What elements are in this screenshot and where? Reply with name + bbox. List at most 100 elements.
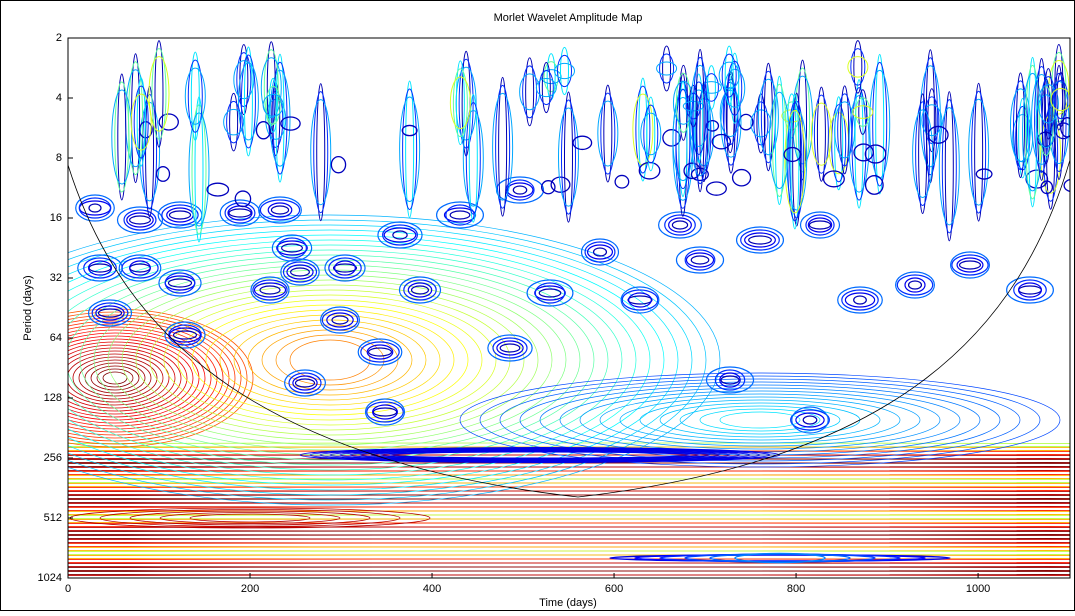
- contour-line: [435, 201, 485, 229]
- contour-line: [557, 107, 579, 207]
- contour-line: [719, 372, 741, 388]
- contour-line: [834, 96, 844, 191]
- contour-line: [748, 235, 772, 245]
- contour-line: [506, 182, 534, 198]
- contour-line: [320, 306, 360, 334]
- contour-line: [253, 282, 287, 298]
- contour-line: [1037, 57, 1047, 181]
- contour-line: [538, 70, 554, 106]
- contour-line: [265, 85, 281, 125]
- contour-line: [628, 292, 652, 308]
- contour-line: [526, 279, 574, 307]
- contour-line: [382, 224, 418, 246]
- contour-line: [280, 116, 301, 131]
- contour-line: [68, 314, 242, 442]
- contour-line: [816, 86, 826, 182]
- contour-line: [330, 155, 347, 174]
- contour-line: [88, 203, 102, 213]
- chart-title: Morlet Wavelet Amplitude Map: [494, 12, 643, 24]
- contour-line: [791, 406, 829, 434]
- y-tick-label: 256: [44, 452, 62, 464]
- contour-line: [133, 85, 149, 159]
- contour-line: [68, 254, 609, 466]
- contour-line: [479, 375, 1041, 465]
- contour-line: [915, 101, 931, 206]
- contour-line: [724, 45, 734, 106]
- contour-line: [158, 113, 179, 131]
- contour-line: [154, 40, 164, 148]
- contour-line: [191, 304, 469, 416]
- contour-line: [276, 240, 308, 256]
- contour-line: [107, 274, 553, 446]
- contour-line: [658, 211, 702, 239]
- contour-line: [656, 61, 678, 76]
- contour-line: [259, 285, 281, 295]
- contour-line: [699, 408, 821, 432]
- contour-line: [402, 88, 418, 210]
- contour-line: [675, 246, 725, 274]
- contour-line: [924, 96, 940, 145]
- contour-line: [1006, 276, 1054, 304]
- contour-line: [664, 214, 696, 236]
- contour-line: [951, 254, 989, 276]
- contour-line: [659, 53, 675, 84]
- contour-line: [271, 234, 313, 262]
- contour-line: [282, 261, 318, 283]
- contour-line: [148, 56, 170, 132]
- contour-line: [236, 52, 252, 108]
- contour-line: [275, 334, 385, 386]
- contour-line: [912, 109, 934, 198]
- contour-line: [671, 220, 689, 230]
- contour-line: [121, 279, 539, 441]
- contour-line: [372, 407, 398, 417]
- contour-line: [332, 263, 358, 273]
- contour-line: [1016, 72, 1026, 179]
- contour-line: [496, 340, 524, 356]
- contour-line: [240, 54, 256, 149]
- contour-line: [864, 144, 887, 164]
- contour-line: [267, 202, 293, 218]
- contour-line: [599, 393, 921, 447]
- contour-line: [168, 324, 202, 346]
- contour-line: [553, 62, 575, 80]
- contour-line: [68, 219, 707, 501]
- contour-line: [685, 252, 715, 268]
- contour-line: [118, 254, 162, 282]
- contour-line: [1041, 78, 1051, 164]
- contour-line: [377, 221, 423, 249]
- contour-line: [68, 574, 1070, 578]
- contour-line: [1035, 94, 1057, 148]
- contour-line: [944, 91, 954, 242]
- contour-line: [359, 450, 721, 460]
- contour-line: [91, 302, 129, 324]
- contour-line: [281, 243, 303, 253]
- contour-line: [95, 305, 125, 321]
- contour-line: [855, 97, 871, 127]
- contour-line: [90, 365, 140, 391]
- contour-line: [163, 294, 497, 426]
- contour-line: [272, 61, 288, 175]
- contour-line: [731, 168, 752, 187]
- contour-line: [250, 276, 290, 304]
- contour-line: [852, 105, 874, 119]
- contour-line: [316, 83, 326, 222]
- contour-line: [639, 399, 881, 441]
- contour-line: [720, 375, 740, 385]
- contour-line: [705, 366, 755, 394]
- contour-line: [1040, 76, 1056, 132]
- contour-line: [121, 257, 159, 279]
- contour-line: [372, 404, 398, 420]
- contour-line: [68, 344, 182, 412]
- contour-line: [620, 286, 660, 314]
- contour-line: [449, 210, 471, 220]
- contour-line: [226, 100, 242, 144]
- contour-line: [465, 101, 481, 215]
- contour-line: [662, 45, 672, 92]
- contour-line: [807, 217, 833, 233]
- contour-line: [774, 75, 784, 206]
- contour-line: [177, 299, 483, 421]
- contour-line: [840, 85, 850, 175]
- contour-line: [1056, 71, 1066, 128]
- contour-line: [875, 53, 885, 195]
